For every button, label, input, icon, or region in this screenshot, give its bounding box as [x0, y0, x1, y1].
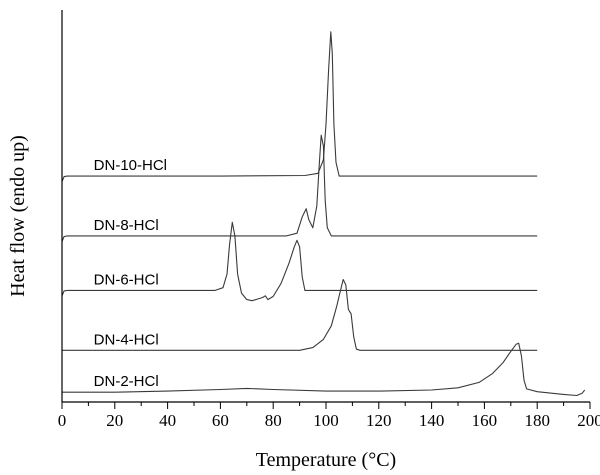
series-line	[62, 278, 538, 351]
series-dn-6-hcl: DN-6-HCl	[61, 221, 538, 302]
series-label: DN-10-HCl	[94, 157, 167, 174]
series-line	[62, 342, 586, 397]
series-line	[61, 221, 538, 302]
series-line	[61, 134, 538, 242]
x-tick-label: 20	[106, 411, 123, 430]
series-label: DN-6-HCl	[94, 271, 159, 288]
x-tick-label: 80	[265, 411, 282, 430]
x-tick-label: 140	[419, 411, 445, 430]
x-axis-title: Temperature (°C)	[256, 449, 396, 471]
x-tick-label: 120	[366, 411, 392, 430]
y-axis-title: Heat flow (endo up)	[7, 135, 29, 297]
x-tick-label: 100	[313, 411, 339, 430]
series-dn-4-hcl: DN-4-HCl	[62, 278, 538, 351]
series-line	[61, 31, 538, 182]
x-tick-label: 160	[472, 411, 498, 430]
x-tick-label: 0	[58, 411, 67, 430]
series-label: DN-2-HCl	[94, 373, 159, 390]
series-dn-8-hcl: DN-8-HCl	[61, 134, 538, 242]
series-label: DN-8-HCl	[94, 217, 159, 234]
series-label: DN-4-HCl	[94, 331, 159, 348]
series-dn-2-hcl: DN-2-HCl	[62, 342, 586, 397]
x-tick-label: 180	[524, 411, 550, 430]
series-dn-10-hcl: DN-10-HCl	[61, 31, 538, 182]
x-tick-label: 40	[159, 411, 176, 430]
x-axis: 0 20 40 60 80 100 120 140 160 180 200	[58, 401, 600, 430]
x-tick-label: 200	[577, 411, 600, 430]
x-tick-label: 60	[212, 411, 229, 430]
plot-area: DN-10-HCl DN-8-HCl DN-6-HCl DN-4-HCl DN-2-HC…	[61, 31, 586, 397]
